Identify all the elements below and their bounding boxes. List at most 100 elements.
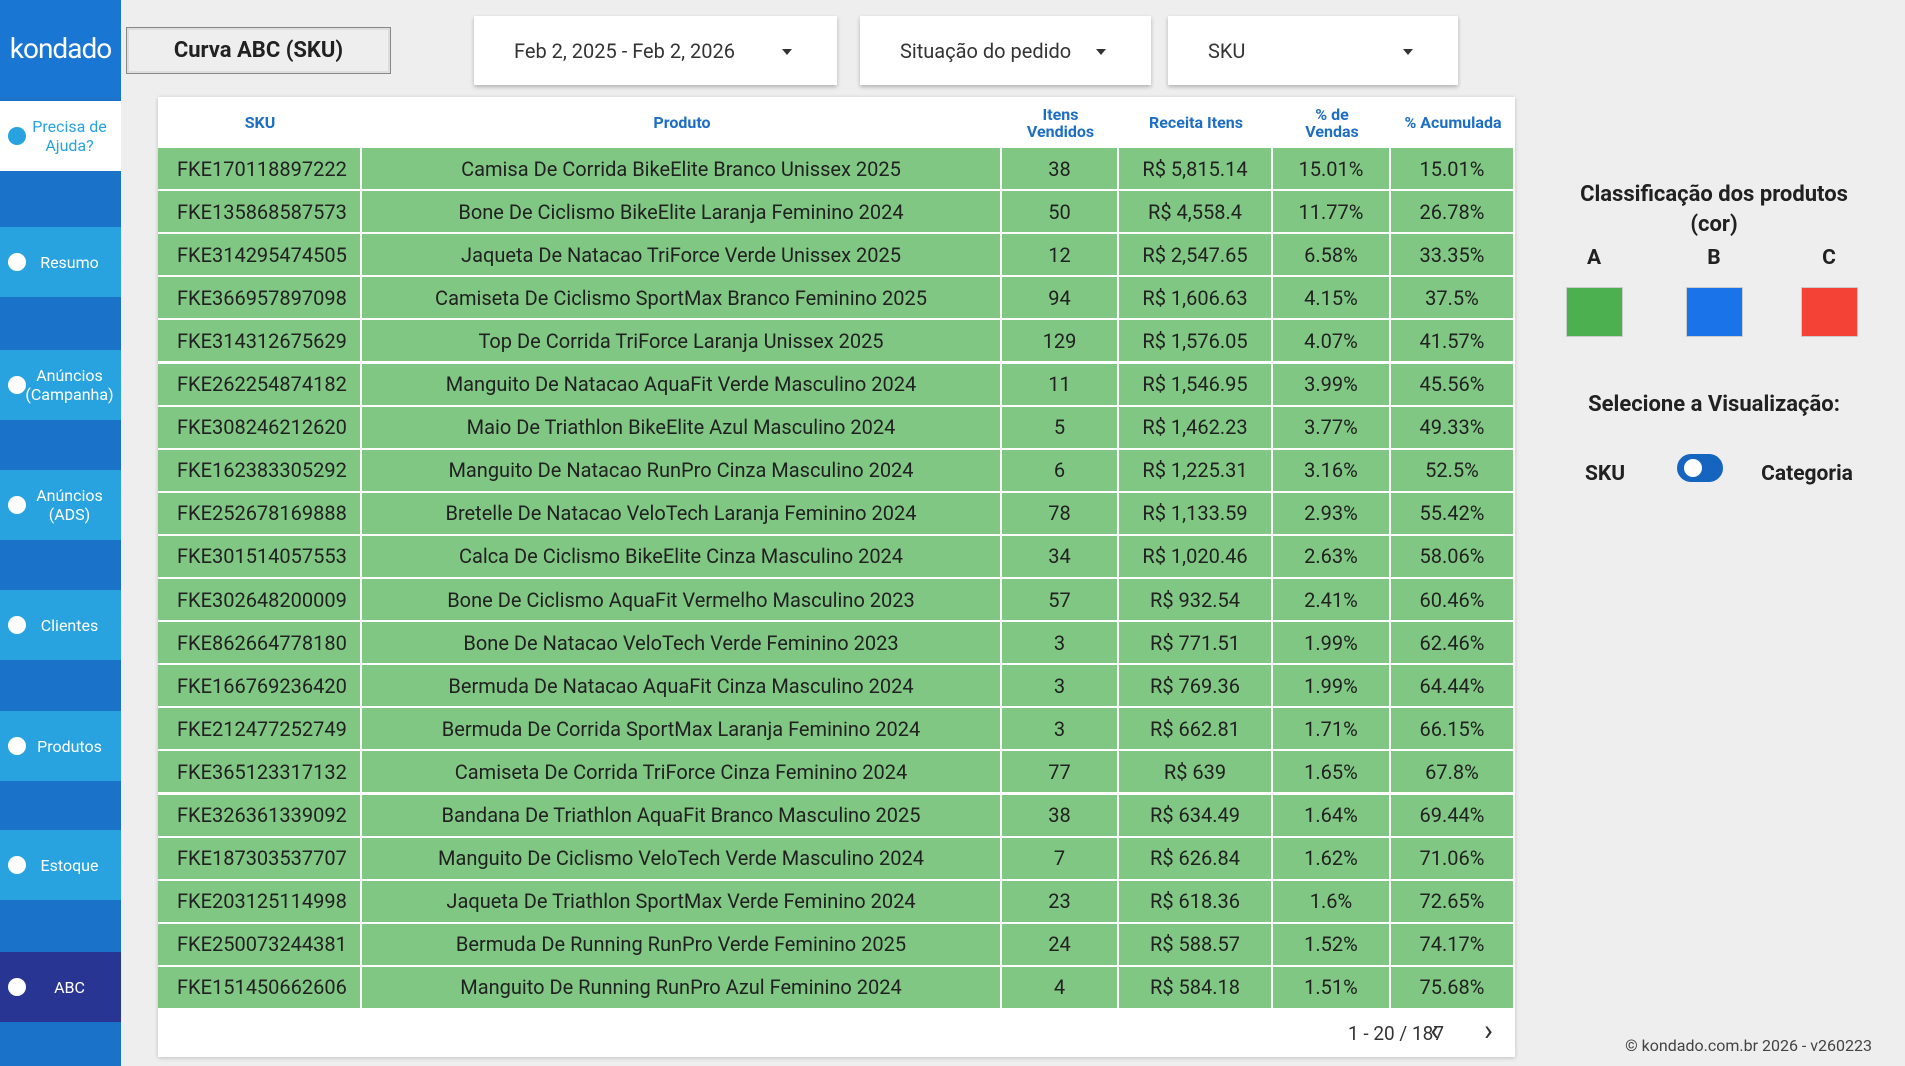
- legend-swatch: [1686, 287, 1743, 337]
- table-cell: Bermuda De Natacao AquaFit Cinza Masculi…: [362, 665, 1002, 709]
- table-cell: Maio De Triathlon BikeElite Azul Masculi…: [362, 406, 1002, 450]
- table-cell: 2.41%: [1273, 579, 1391, 622]
- table-cell: Manguito De Ciclismo VeloTech Verde Masc…: [362, 837, 1002, 881]
- table-cell: 3: [1002, 665, 1119, 709]
- column-header-text: Produto: [653, 113, 711, 132]
- nav-item[interactable]: ABC: [0, 952, 121, 1022]
- table-cell: Bretelle De Natacao VeloTech Laranja Fem…: [362, 492, 1002, 536]
- table-cell: 4.07%: [1273, 320, 1391, 364]
- table-cell: FKE135868587573: [158, 191, 362, 235]
- next-page[interactable]: ›: [1484, 1013, 1494, 1048]
- table-cell: Camiseta De Corrida TriForce Cinza Femin…: [362, 751, 1002, 795]
- table-cell: R$ 626.84: [1119, 837, 1273, 881]
- nav-item[interactable]: Resumo: [0, 227, 121, 297]
- nav-item[interactable]: Estoque: [0, 830, 121, 900]
- prev-page[interactable]: ‹: [1430, 1013, 1440, 1048]
- table-cell: FKE151450662606: [158, 966, 362, 1010]
- table-cell: FKE162383305292: [158, 449, 362, 493]
- table-cell: 4: [1002, 966, 1119, 1010]
- table-cell: FKE187303537707: [158, 837, 362, 881]
- table-cell: R$ 588.57: [1119, 923, 1273, 967]
- table-cell: 38: [1002, 148, 1119, 191]
- table-cell: 11: [1002, 363, 1119, 407]
- table-cell: FKE314312675629: [158, 320, 362, 364]
- toggle-left-label: SKU: [1584, 462, 1626, 486]
- filter-dropdown[interactable]: SKU: [1168, 16, 1458, 85]
- help-button[interactable]: Precisa de Ajuda?: [0, 101, 121, 171]
- table-cell: 45.56%: [1391, 363, 1515, 407]
- table-cell: 66.15%: [1391, 708, 1515, 752]
- legend-swatch: [1566, 287, 1623, 337]
- table-cell: 129: [1002, 320, 1119, 364]
- table-cell: Camiseta De Ciclismo SportMax Branco Fem…: [362, 277, 1002, 321]
- filter-dropdown[interactable]: Feb 2, 2025 - Feb 2, 2026: [474, 16, 837, 85]
- table-cell: 2.63%: [1273, 535, 1391, 579]
- table-cell: Calca De Ciclismo BikeElite Cinza Mascul…: [362, 535, 1002, 579]
- column-header-text: % de Vendas: [1305, 104, 1359, 141]
- table-cell: R$ 639: [1119, 751, 1273, 795]
- nav-item[interactable]: Produtos: [0, 711, 121, 781]
- filter-dropdown[interactable]: Situação do pedido: [860, 16, 1151, 85]
- column-header[interactable]: Receita Itens: [1119, 97, 1273, 148]
- table-cell: 1.65%: [1273, 751, 1391, 795]
- logo[interactable]: kondado: [0, 0, 121, 97]
- table-cell: Jaqueta De Natacao TriForce Verde Unisse…: [362, 234, 1002, 278]
- view-title: Selecione a Visualização:: [1588, 392, 1840, 417]
- table-cell: 1.99%: [1273, 622, 1391, 666]
- table-cell: 41.57%: [1391, 320, 1515, 364]
- table-cell: Bone De Natacao VeloTech Verde Feminino …: [362, 622, 1002, 666]
- table-cell: 5: [1002, 406, 1119, 450]
- table-cell: R$ 5,815.14: [1119, 148, 1273, 191]
- table-cell: R$ 2,547.65: [1119, 234, 1273, 278]
- legend-swatch: [1801, 287, 1858, 337]
- table-cell: FKE212477252749: [158, 708, 362, 752]
- table-cell: Camisa De Corrida BikeElite Branco Uniss…: [362, 148, 1002, 191]
- table-cell: 72.65%: [1391, 880, 1515, 924]
- table-cell: FKE250073244381: [158, 923, 362, 967]
- column-header-text: SKU: [244, 113, 276, 132]
- table-cell: 23: [1002, 880, 1119, 924]
- column-header[interactable]: SKU: [158, 97, 362, 148]
- nav-item[interactable]: Clientes: [0, 590, 121, 660]
- table-cell: 33.35%: [1391, 234, 1515, 278]
- table-cell: FKE366957897098: [158, 277, 362, 321]
- footer: © kondado.com.br 2026 - v260223: [1625, 1036, 1872, 1055]
- legend-title: Classificação dos produtos (cor): [1580, 182, 1848, 237]
- table-cell: 34: [1002, 535, 1119, 579]
- table-cell: R$ 618.36: [1119, 880, 1273, 924]
- table-cell: 49.33%: [1391, 406, 1515, 450]
- table-cell: R$ 1,546.95: [1119, 363, 1273, 407]
- table-cell: Top De Corrida TriForce Laranja Unissex …: [362, 320, 1002, 364]
- table-cell: 1.52%: [1273, 923, 1391, 967]
- column-header[interactable]: % de Vendas: [1273, 97, 1391, 148]
- table-cell: 74.17%: [1391, 923, 1515, 967]
- table-cell: R$ 1,462.23: [1119, 406, 1273, 450]
- column-header[interactable]: Produto: [362, 97, 1002, 148]
- table-cell: 15.01%: [1391, 148, 1515, 191]
- table-cell: 7: [1002, 837, 1119, 881]
- table-cell: 71.06%: [1391, 837, 1515, 881]
- table-cell: Bandana De Triathlon AquaFit Branco Masc…: [362, 794, 1002, 838]
- table-cell: FKE166769236420: [158, 665, 362, 709]
- table-cell: R$ 662.81: [1119, 708, 1273, 752]
- table-cell: 3.16%: [1273, 449, 1391, 493]
- view-toggle[interactable]: [1677, 454, 1723, 482]
- table-cell: R$ 4,558.4: [1119, 191, 1273, 235]
- table-cell: 60.46%: [1391, 579, 1515, 622]
- table-cell: 75.68%: [1391, 966, 1515, 1010]
- table-cell: Manguito De Natacao RunPro Cinza Masculi…: [362, 449, 1002, 493]
- nav-item[interactable]: Anúncios (ADS): [0, 470, 121, 540]
- table-cell: 3.77%: [1273, 406, 1391, 450]
- column-header[interactable]: % Acumulada: [1391, 97, 1515, 148]
- table-cell: FKE308246212620: [158, 406, 362, 450]
- table-cell: FKE252678169888: [158, 492, 362, 536]
- table-cell: FKE302648200009: [158, 579, 362, 622]
- column-header-text: Itens Vendidos: [1026, 104, 1095, 141]
- nav-item[interactable]: Anúncios (Campanha): [0, 350, 121, 420]
- table-cell: 6: [1002, 449, 1119, 493]
- table-cell: R$ 1,225.31: [1119, 449, 1273, 493]
- table-cell: 50: [1002, 191, 1119, 235]
- table-cell: FKE170118897222: [158, 148, 362, 191]
- column-header[interactable]: Itens Vendidos: [1002, 97, 1119, 148]
